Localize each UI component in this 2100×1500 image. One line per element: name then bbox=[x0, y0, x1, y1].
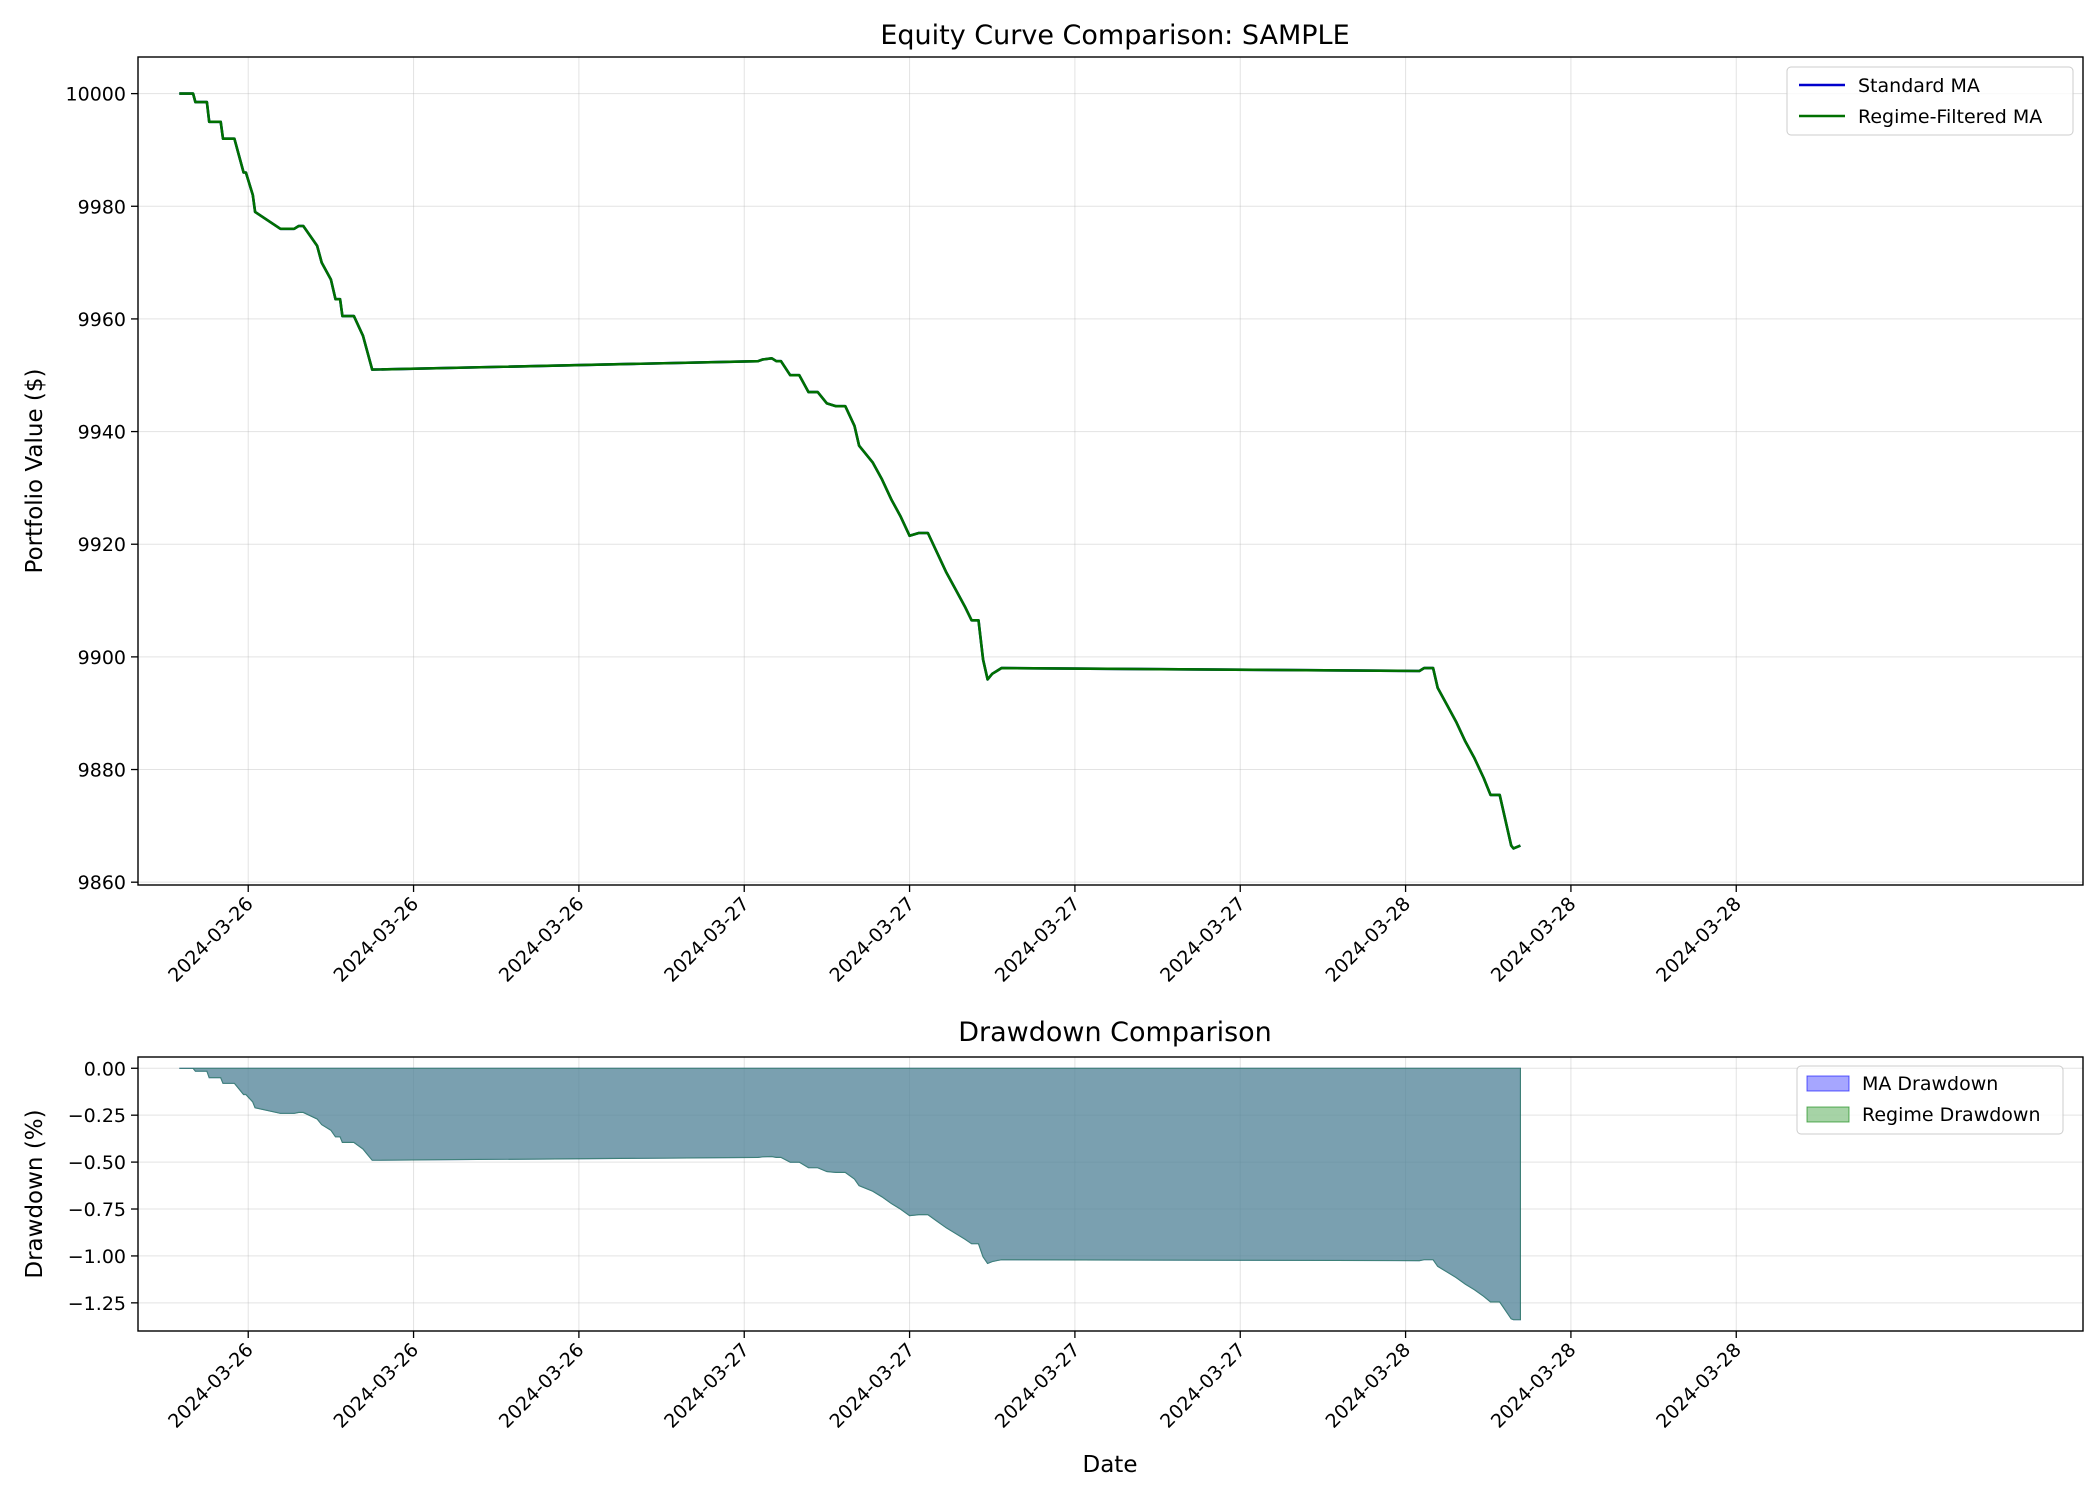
equity-y-axis-label: Portfolio Value ($) bbox=[22, 369, 48, 574]
equity-curve-chart: Equity Curve Comparison: SAMPLE 9860 9880… bbox=[22, 20, 2084, 987]
equity-series-group bbox=[179, 92, 1521, 850]
drawdown-y-tick-label: 0.00 bbox=[84, 1058, 126, 1080]
drawdown-legend: MA Drawdown Regime Drawdown bbox=[1796, 1065, 2064, 1135]
legend-label-regime-filtered-ma: Regime-Filtered MA bbox=[1858, 106, 2042, 128]
equity-y-tick-label: 9860 bbox=[78, 872, 126, 894]
equity-plot-frame bbox=[137, 56, 2084, 886]
drawdown-legend-box bbox=[1796, 1065, 2064, 1135]
legend-label-regime-drawdown: Regime Drawdown bbox=[1862, 1104, 2041, 1126]
legend-swatch-regime-drawdown bbox=[1806, 1106, 1850, 1123]
drawdown-area-group bbox=[179, 1067, 1521, 1321]
equity-y-tick-label: 9960 bbox=[78, 309, 126, 331]
equity-y-tick-label: 9940 bbox=[78, 422, 126, 444]
drawdown-chart-title: Drawdown Comparison bbox=[958, 1017, 1272, 1048]
equity-legend-box bbox=[1786, 66, 2074, 136]
legend-label-standard-ma: Standard MA bbox=[1858, 75, 1980, 97]
drawdown-y-ticks: 0.00 −0.25 −0.50 −0.75 −1.00 −1.25 bbox=[68, 1058, 138, 1315]
drawdown-y-tick-label: −1.00 bbox=[68, 1246, 126, 1268]
drawdown-x-axis-label: Date bbox=[1083, 1452, 1138, 1478]
equity-gridlines bbox=[138, 57, 2083, 885]
drawdown-y-axis-label: Drawdown (%) bbox=[22, 1109, 48, 1278]
legend-swatch-ma-drawdown bbox=[1806, 1075, 1850, 1092]
equity-chart-title: Equity Curve Comparison: SAMPLE bbox=[880, 20, 1349, 51]
area-overlap-tint bbox=[179, 1068, 1521, 1320]
equity-legend: Standard MA Regime-Filtered MA bbox=[1786, 66, 2074, 136]
equity-y-ticks: 9860 9880 9900 9920 9940 9960 9980 10000 bbox=[66, 84, 138, 894]
drawdown-y-tick-label: −0.75 bbox=[68, 1199, 126, 1221]
legend-label-ma-drawdown: MA Drawdown bbox=[1862, 1073, 1998, 1095]
equity-y-tick-label: 9980 bbox=[78, 196, 126, 218]
drawdown-plot-frame bbox=[137, 1056, 2084, 1332]
equity-y-tick-label: 9920 bbox=[78, 534, 126, 556]
drawdown-y-tick-label: −1.25 bbox=[68, 1293, 126, 1315]
equity-y-tick-label: 10000 bbox=[66, 84, 126, 106]
drawdown-y-tick-label: −0.50 bbox=[68, 1152, 126, 1174]
drawdown-y-tick-label: −0.25 bbox=[68, 1105, 126, 1127]
equity-y-tick-label: 9900 bbox=[78, 647, 126, 669]
equity-y-tick-label: 9880 bbox=[78, 760, 126, 782]
series-line-regime-filtered-ma bbox=[179, 92, 1521, 850]
